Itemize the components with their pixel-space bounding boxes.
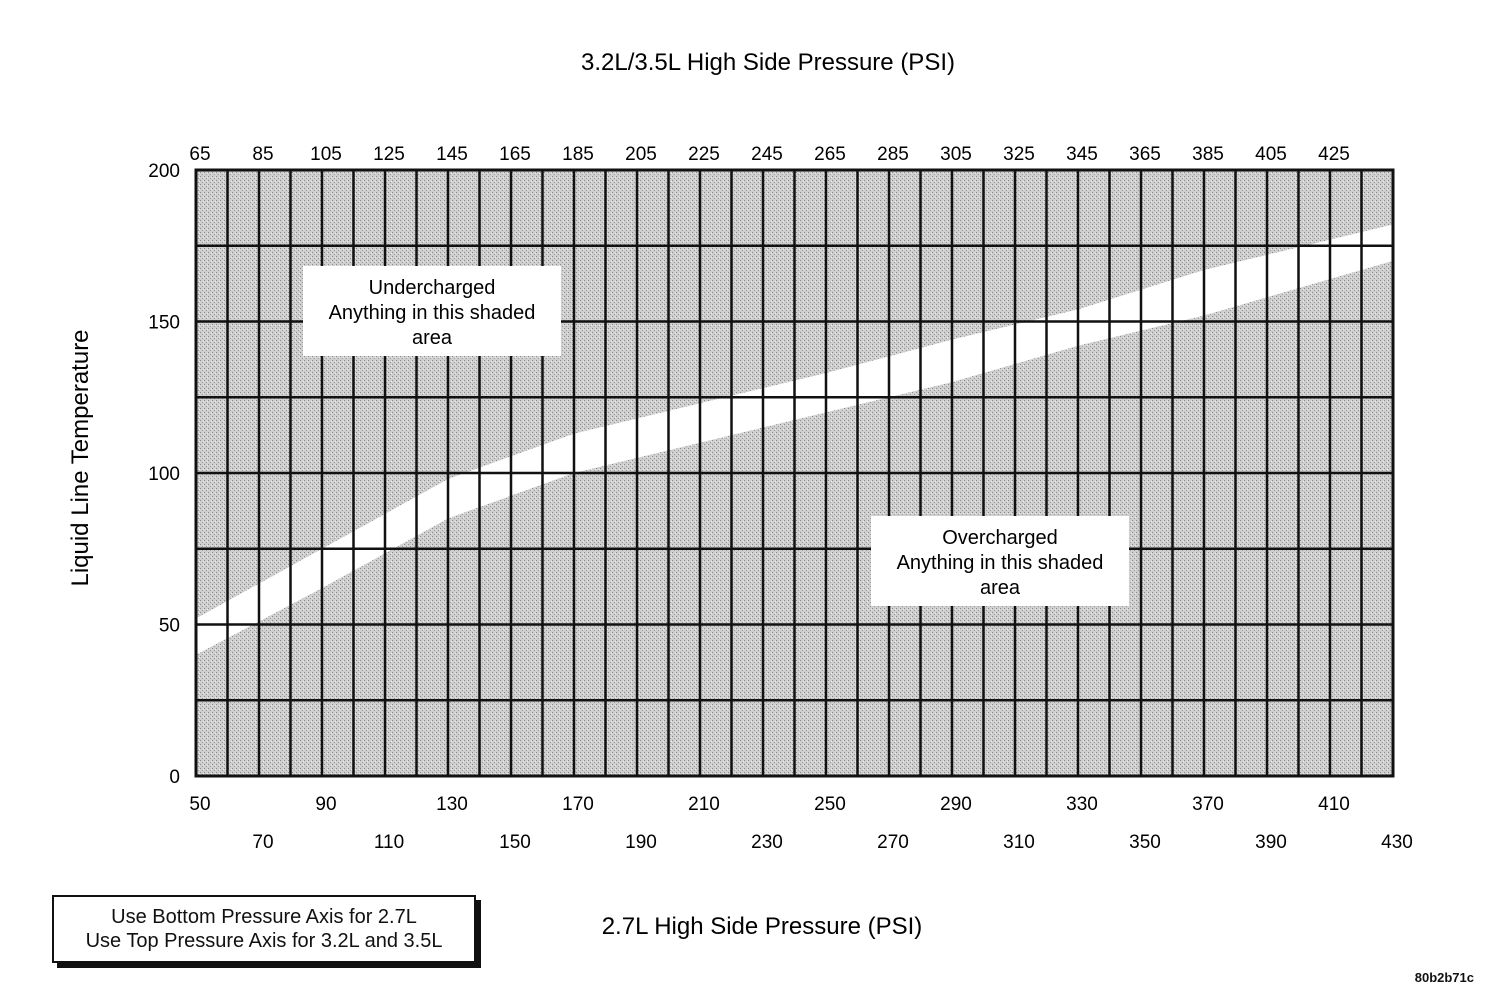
top-tick-label: 405 (1255, 144, 1287, 165)
y-tick-label: 0 (169, 767, 180, 788)
top-tick-label: 185 (562, 144, 594, 165)
bottom-tick-label: 350 (1129, 832, 1161, 853)
region-label-line: Anything in this shaded (329, 302, 536, 324)
top-tick-label: 165 (499, 144, 531, 165)
region-label-line: Anything in this shaded (897, 552, 1104, 574)
y-tick-label: 200 (148, 161, 180, 182)
overcharged-label: Overcharged Anything in this shaded area (871, 516, 1129, 606)
top-tick-label: 325 (1003, 144, 1035, 165)
y-tick-label: 50 (159, 616, 180, 637)
top-axis-ticks: 65 85 105 125 145 165 185 205 225 245 265 285 305 325… (189, 144, 1349, 165)
bottom-tick-label: 230 (751, 832, 783, 853)
bottom-tick-label: 290 (940, 794, 972, 815)
top-tick-label: 225 (688, 144, 720, 165)
region-label-box (303, 266, 561, 356)
top-tick-label: 205 (625, 144, 657, 165)
bottom-tick-label: 70 (252, 832, 273, 853)
y-axis-ticks: 0 50 100 150 200 (148, 161, 180, 788)
top-tick-label: 305 (940, 144, 972, 165)
top-tick-label: 105 (310, 144, 342, 165)
top-tick-label: 365 (1129, 144, 1161, 165)
image-id: 80b2b71c (1414, 970, 1474, 985)
region-label-line: area (412, 327, 453, 349)
region-label-line: Undercharged (369, 277, 496, 299)
top-tick-label: 425 (1318, 144, 1350, 165)
bottom-tick-label: 330 (1066, 794, 1098, 815)
region-label-line: Overcharged (942, 527, 1058, 549)
region-label-box (871, 516, 1129, 606)
y-axis-label: Liquid Line Temperature (67, 329, 94, 586)
bottom-tick-label: 150 (499, 832, 531, 853)
axis-legend-box: Use Bottom Pressure Axis for 2.7L Use To… (52, 895, 476, 963)
region-label-line: area (980, 577, 1021, 599)
bottom-axis-ticks: 50 90 130 170 210 250 290 330 370 410 70 110 150 190 2… (189, 794, 1412, 853)
bottom-tick-label: 410 (1318, 794, 1350, 815)
plot-area (194, 168, 1395, 778)
bottom-tick-label: 390 (1255, 832, 1287, 853)
y-tick-label: 100 (148, 464, 180, 485)
bottom-tick-label: 430 (1381, 832, 1413, 853)
top-tick-label: 345 (1066, 144, 1098, 165)
plot-frame (194, 168, 1395, 778)
bottom-tick-label: 90 (315, 794, 336, 815)
bottom-tick-label: 130 (436, 794, 468, 815)
undercharged-label: Undercharged Anything in this shaded area (303, 266, 561, 356)
bottom-tick-label: 370 (1192, 794, 1224, 815)
acceptable-band (196, 224, 1393, 655)
bottom-tick-label: 170 (562, 794, 594, 815)
top-tick-label: 65 (189, 144, 210, 165)
x-axis-label: 2.7L High Side Pressure (PSI) (602, 913, 923, 940)
top-tick-label: 145 (436, 144, 468, 165)
top-tick-label: 85 (252, 144, 273, 165)
top-tick-label: 385 (1192, 144, 1224, 165)
top-tick-label: 125 (373, 144, 405, 165)
top-tick-label: 265 (814, 144, 846, 165)
legend-line-top-axis: Use Top Pressure Axis for 3.2L and 3.5L (85, 930, 443, 952)
top-tick-label: 285 (877, 144, 909, 165)
y-tick-label: 150 (148, 313, 180, 334)
legend-line-bottom-axis: Use Bottom Pressure Axis for 2.7L (111, 906, 417, 928)
bottom-tick-label: 50 (189, 794, 210, 815)
bottom-tick-label: 310 (1003, 832, 1035, 853)
bottom-tick-label: 190 (625, 832, 657, 853)
bottom-tick-label: 270 (877, 832, 909, 853)
bottom-tick-label: 210 (688, 794, 720, 815)
bottom-tick-label: 250 (814, 794, 846, 815)
bottom-tick-label: 110 (374, 832, 404, 853)
top-tick-label: 245 (751, 144, 783, 165)
chart-title: 3.2L/3.5L High Side Pressure (PSI) (581, 49, 955, 76)
